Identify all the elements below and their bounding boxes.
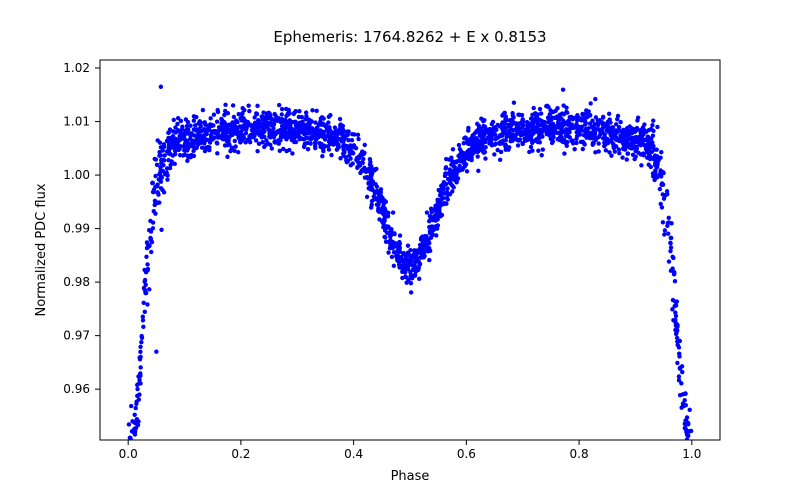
y-axis-label: Normalized PDC flux — [34, 183, 49, 316]
x-tick-label: 0.0 — [119, 447, 138, 461]
y-tick-label: 0.98 — [63, 275, 90, 289]
lightcurve-chart: 0.0 0.2 0.4 0.6 0.8 1.0 0.96 0.97 0.98 0.99 1.00 1.… — [0, 0, 800, 500]
y-tick-label: 1.01 — [63, 115, 90, 129]
y-tick-label: 1.00 — [63, 168, 90, 182]
y-tick-label: 0.96 — [63, 382, 90, 396]
y-tick-label: 0.99 — [63, 222, 90, 236]
chart-title: Ephemeris: 1764.8262 + E x 0.8153 — [273, 28, 546, 46]
x-tick-label: 0.4 — [344, 447, 363, 461]
y-tick-label: 1.02 — [63, 61, 90, 75]
x-tick-label: 0.8 — [570, 447, 589, 461]
x-tick-label: 1.0 — [682, 447, 701, 461]
y-tick-label: 0.97 — [63, 329, 90, 343]
chart-svg: 0.0 0.2 0.4 0.6 0.8 1.0 0.96 0.97 0.98 0.99 1.00 1.… — [0, 0, 800, 500]
x-tick-label: 0.2 — [231, 447, 250, 461]
x-axis-label: Phase — [391, 469, 430, 484]
x-tick-label: 0.6 — [457, 447, 476, 461]
